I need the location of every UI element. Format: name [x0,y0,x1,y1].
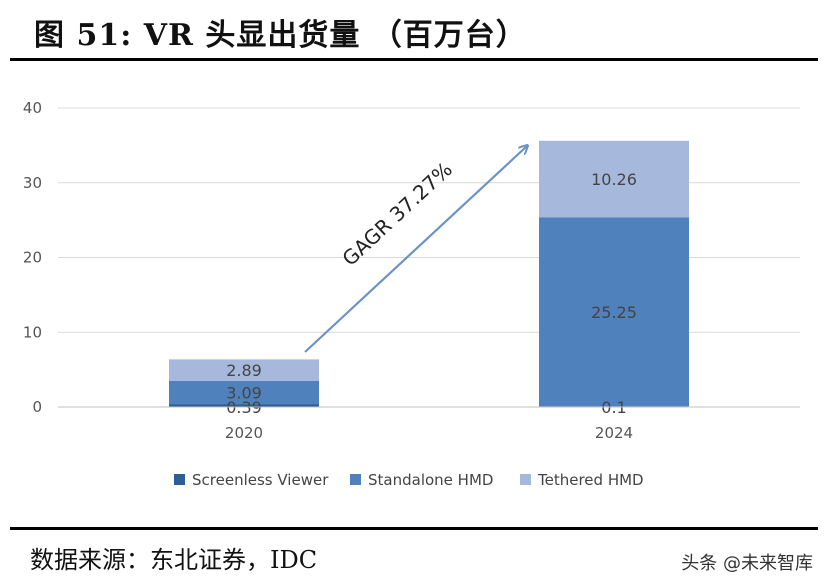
source-note: 数据来源：东北证券，IDC [30,546,318,574]
data-label: 3.09 [226,384,262,403]
legend-label: Tethered HMD [537,471,644,489]
legend-label: Screenless Viewer [192,471,329,489]
bar-segment-tethered-hmd [169,359,319,381]
legend-swatch [174,474,185,485]
x-tick-label: 2020 [225,424,263,442]
bottom-rule [10,527,818,530]
growth-annotation: GAGR 37.27% [337,157,457,270]
bar-segment-screenless-viewer [169,404,319,407]
bar-segment-tethered-hmd [539,140,689,218]
y-tick-label: 20 [23,249,42,267]
top-rule [10,58,818,61]
bar-segment-standalone-hmd [169,380,319,405]
bar-segment-standalone-hmd [539,217,689,407]
y-tick-label: 10 [23,323,42,341]
figure-title: 图 51: VR 头显出货量 （百万台） [34,18,527,53]
x-tick-label: 2024 [595,424,633,442]
growth-arrow [304,146,527,353]
legend-swatch [350,474,361,485]
y-tick-label: 0 [32,398,42,416]
data-label: 2.89 [226,361,262,380]
legend-label: Standalone HMD [368,471,493,489]
legend-swatch [520,474,531,485]
y-tick-label: 40 [23,99,42,117]
data-label: 10.26 [591,170,637,189]
watermark: 头条 @未来智库 [681,553,813,574]
y-tick-label: 30 [23,174,42,192]
data-label: 25.25 [591,303,637,322]
